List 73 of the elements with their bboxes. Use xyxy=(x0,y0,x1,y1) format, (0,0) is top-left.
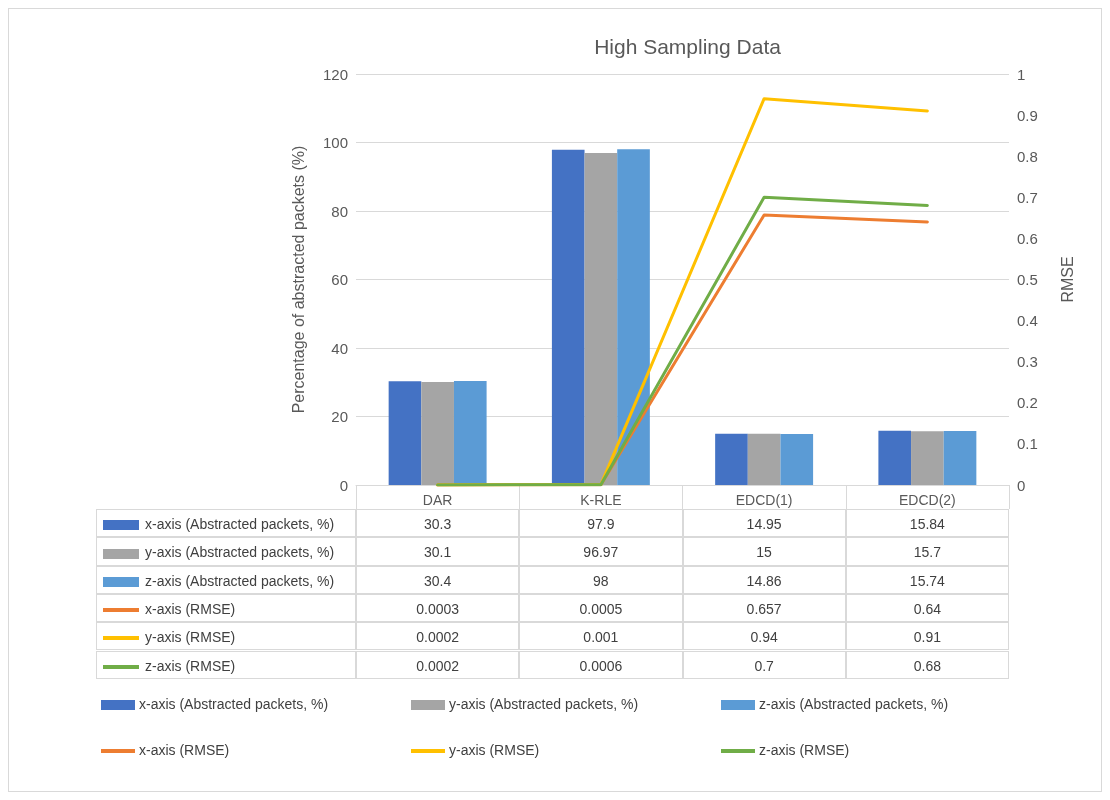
y-tick-label: 60 xyxy=(331,271,348,288)
y2-tick-label: 0.1 xyxy=(1017,435,1038,453)
data-label: 0.68 xyxy=(845,650,1009,679)
text: x-axis (Abstracted packets, %) xyxy=(139,696,329,712)
text: y-axis (RMSE) xyxy=(449,742,540,758)
data-label: 96.97 xyxy=(519,537,683,566)
y2-tick-label: 0.9 xyxy=(1017,106,1038,124)
legend-label: z-axis (RMSE) xyxy=(758,741,850,759)
data-label: 14.86 xyxy=(682,565,846,594)
data-label: 30.4 xyxy=(356,565,520,594)
y2-tick-label: 0.2 xyxy=(1017,394,1038,412)
data-label: 15 xyxy=(682,537,846,566)
data-label: 0.91 xyxy=(845,622,1009,651)
bar xyxy=(911,431,944,485)
bar xyxy=(715,433,748,485)
bar xyxy=(780,434,814,485)
data-label: 0.0006 xyxy=(519,650,683,679)
bar xyxy=(943,431,977,485)
y-tick-label: 80 xyxy=(331,202,348,220)
text: x-axis (RMSE) xyxy=(139,742,230,758)
y2-tick-label: 0 xyxy=(1017,476,1026,494)
data-label: 98 xyxy=(519,565,683,594)
chart-title: High Sampling Data xyxy=(594,35,782,58)
text: y-axis (Abstracted packets, %) xyxy=(449,696,639,712)
data-label: 0.0003 xyxy=(356,593,520,623)
y-tick-label: 0 xyxy=(339,476,348,494)
bar xyxy=(878,430,912,485)
legend-label: x-axis (Abstracted packets, %) xyxy=(96,509,356,538)
bar xyxy=(617,149,650,485)
legend-label: y-axis (Abstracted packets, %) xyxy=(96,537,356,566)
data-label: 0.94 xyxy=(682,622,846,651)
y2-tick-label: 0.3 xyxy=(1017,353,1038,371)
bar xyxy=(551,149,585,485)
y2-tick-label: 0.7 xyxy=(1017,188,1038,206)
x-tick-label: EDCD(1) xyxy=(735,492,793,508)
bar xyxy=(388,381,422,485)
y2-tick-label: 1 xyxy=(1017,65,1026,83)
x-tick-label: EDCD(2) xyxy=(898,492,956,508)
bar xyxy=(747,433,781,485)
bar xyxy=(421,381,454,485)
data-label: 30.3 xyxy=(356,509,520,538)
y2-tick-label: 0.5 xyxy=(1017,271,1038,288)
data-label: 15.7 xyxy=(845,537,1009,566)
y-axis-title: Percentage of abstracted packets (%) xyxy=(289,145,307,414)
text: z-axis (Abstracted packets, %) xyxy=(759,696,949,712)
data-label: 0.001 xyxy=(519,622,683,651)
legend-label: y-axis (RMSE) xyxy=(96,622,356,651)
y-tick-label: 120 xyxy=(322,65,348,83)
bar xyxy=(584,152,618,485)
data-label: 0.64 xyxy=(845,593,1009,623)
y-tick-label: 40 xyxy=(331,339,348,357)
data-label: 0.657 xyxy=(682,593,846,623)
y2-tick-label: 0.4 xyxy=(1017,312,1038,330)
x-tick-label: K-RLE xyxy=(580,492,622,508)
y-tick-label: 20 xyxy=(331,408,348,425)
data-label: 97.9 xyxy=(519,509,683,538)
bar xyxy=(453,380,487,485)
data-label: 15.74 xyxy=(845,565,1009,594)
data-label: 0.0002 xyxy=(356,650,520,679)
data-label: 0.0002 xyxy=(356,622,520,651)
y-tick-label: 100 xyxy=(322,134,348,151)
x-tick-label: DAR xyxy=(422,492,453,508)
legend-label: z-axis (Abstracted packets, %) xyxy=(96,565,356,594)
data-label: 0.0005 xyxy=(519,593,683,623)
y2-tick-label: 0.8 xyxy=(1017,147,1038,165)
data-label: 15.84 xyxy=(845,509,1009,538)
data-label: 0.7 xyxy=(682,650,846,679)
text: z-axis (RMSE) xyxy=(145,657,236,674)
data-label: 14.95 xyxy=(682,509,846,538)
legend-label: x-axis (RMSE) xyxy=(96,593,356,623)
y2-tick-label: 0.6 xyxy=(1017,229,1038,247)
y2-axis-title: RMSE xyxy=(1058,256,1076,303)
data-label: 30.1 xyxy=(356,537,520,566)
